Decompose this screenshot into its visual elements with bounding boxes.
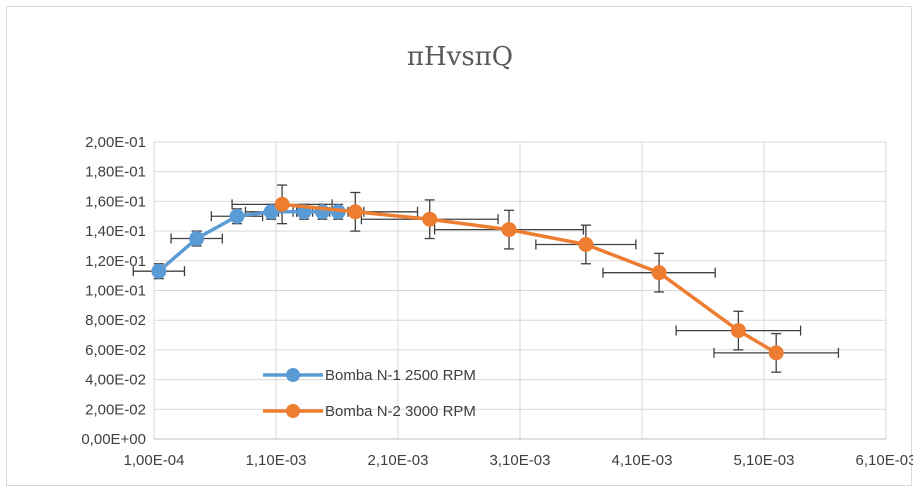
data-point-series-2 <box>501 222 517 238</box>
x-tick-label: 2,10E-03 <box>368 452 429 469</box>
data-point-series-1 <box>229 208 245 224</box>
legend: Bomba N-1 2500 RPM Bomba N-2 3000 RPM <box>263 367 476 420</box>
series-line-2 <box>281 202 778 355</box>
y-tick-label: 4,00E-02 <box>85 372 146 389</box>
chart-frame: πHvsπQ 0,00E+00 2,00E-02 4,00E-02 6,00E-02 8… <box>6 6 913 486</box>
y-tick-label: 6,00E-02 <box>85 342 146 359</box>
data-point-series-2 <box>768 345 784 361</box>
legend-marker-1 <box>286 368 300 382</box>
legend-label-1: Bomba N-1 2500 RPM <box>325 367 476 384</box>
data-point-series-2 <box>730 323 746 339</box>
data-point-series-2 <box>422 211 438 227</box>
data-point-series-2 <box>578 236 594 252</box>
series-line-1 <box>157 210 339 273</box>
legend-label-2: Bomba N-2 3000 RPM <box>325 403 476 420</box>
data-point-series-1 <box>189 231 205 247</box>
y-tick-label: 0,00E+00 <box>81 431 146 448</box>
chart-svg: πHvsπQ 0,00E+00 2,00E-02 4,00E-02 6,00E-02 8… <box>81 42 913 469</box>
y-tick-label: 1,60E-01 <box>85 193 146 210</box>
x-tick-label: 3,10E-03 <box>490 452 551 469</box>
x-tick-label: 4,10E-03 <box>612 452 673 469</box>
data-point-series-2 <box>274 196 290 212</box>
y-tick-label: 1,00E-01 <box>85 283 146 300</box>
y-tick-label: 2,00E-01 <box>85 134 146 151</box>
y-tick-label: 2,00E-02 <box>85 401 146 418</box>
y-tick-label: 1,20E-01 <box>85 253 146 270</box>
data-point-series-2 <box>651 265 667 281</box>
data-point-series-1 <box>263 204 279 220</box>
series-layer <box>151 196 784 361</box>
axis-layer: 0,00E+00 2,00E-02 4,00E-02 6,00E-02 8,00E-02… <box>81 134 913 469</box>
y-tick-label: 1,80E-01 <box>85 164 146 181</box>
x-tick-label: 1,00E-04 <box>124 452 185 469</box>
data-point-series-2 <box>347 204 363 220</box>
y-tick-label: 1,40E-01 <box>85 223 146 240</box>
legend-marker-2 <box>286 404 300 418</box>
grid-layer <box>153 141 887 440</box>
chart-title: πHvsπQ <box>407 42 513 72</box>
data-point-series-1 <box>151 263 167 279</box>
x-tick-label: 1,10E-03 <box>246 452 307 469</box>
y-tick-label: 8,00E-02 <box>85 312 146 329</box>
x-tick-label: 6,10E-03 <box>856 452 913 469</box>
x-tick-label: 5,10E-03 <box>734 452 795 469</box>
